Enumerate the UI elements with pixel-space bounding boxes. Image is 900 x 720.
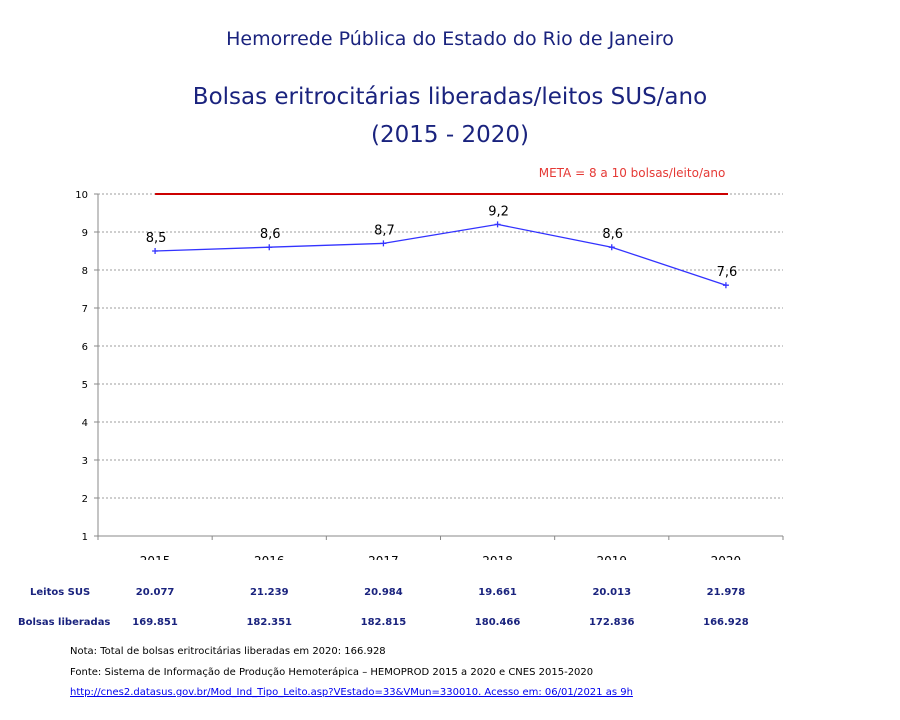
x-tick-label: 2018 [482, 554, 513, 560]
y-tick-label: 3 [82, 456, 88, 467]
x-tick-label: 2017 [368, 554, 399, 560]
table-cell: 182.351 [246, 617, 293, 628]
y-tick-label: 2 [82, 494, 88, 505]
data-label: 7,6 [717, 265, 738, 280]
data-label: 8,7 [374, 223, 395, 238]
table-cell: 20.984 [364, 587, 403, 598]
data-labels: 8,5 8,6 8,7 9,2 8,6 7,6 [146, 204, 738, 280]
table-row-label-leitos: Leitos SUS [30, 587, 91, 598]
x-tick-label: 2019 [596, 554, 627, 560]
source-text: Fonte: Sistema de Informação de Produção… [70, 667, 594, 678]
axes [94, 193, 784, 540]
table-cell: 21.239 [249, 587, 289, 598]
data-point [380, 240, 387, 247]
chart-period: (2015 - 2020) [371, 122, 529, 148]
table-cell: 180.466 [474, 617, 521, 628]
data-point [494, 221, 501, 228]
source-link[interactable]: http://cnes2.datasus.gov.br/Mod_Ind_Tipo… [70, 687, 633, 698]
table-cell: 21.978 [706, 587, 746, 598]
x-tick-label: 2020 [711, 554, 742, 560]
table-cell: 20.077 [135, 587, 175, 598]
table-cell: 19.661 [478, 587, 517, 598]
chart-title: Bolsas eritrocitárias liberadas/leitos S… [192, 84, 708, 110]
table-row-label-bolsas: Bolsas liberadas [18, 617, 111, 628]
data-point [722, 282, 729, 289]
y-tick-label: 10 [75, 190, 88, 201]
note-text: Nota: Total de bolsas eritrocitárias lib… [70, 646, 386, 657]
data-point [266, 244, 273, 251]
y-tick-label: 1 [82, 532, 88, 543]
org-title: Hemorrede Pública do Estado do Rio de Ja… [226, 28, 674, 50]
y-tick-label: 8 [82, 266, 88, 277]
data-label: 8,5 [146, 231, 167, 246]
table-cell: 182.815 [360, 617, 407, 628]
line-chart: 1 2 3 4 5 6 7 8 9 10 2015 2016 2017 2018 2019 2020 MET… [75, 166, 784, 560]
series-line [155, 223, 727, 286]
table-cell: 20.013 [592, 587, 632, 598]
y-tick-label: 7 [82, 304, 88, 315]
table-cell: 166.928 [703, 617, 749, 628]
data-point [608, 244, 615, 251]
x-tick-label: 2015 [140, 554, 171, 560]
target-line-group: META = 8 a 10 bolsas/leito/ano [155, 166, 728, 195]
x-tick-labels: 2015 2016 2017 2018 2019 2020 [140, 554, 741, 560]
data-label: 8,6 [260, 227, 281, 242]
table-cell: 169.851 [132, 617, 178, 628]
x-tick-label: 2016 [254, 554, 285, 560]
gridlines [98, 193, 783, 499]
y-tick-label: 9 [82, 228, 88, 239]
data-point [152, 248, 159, 254]
y-tick-label: 4 [82, 418, 88, 429]
data-label: 8,6 [602, 227, 623, 242]
table-cell: 172.836 [588, 617, 635, 628]
series-group [152, 221, 729, 289]
y-tick-label: 5 [82, 380, 88, 391]
y-tick-labels: 1 2 3 4 5 6 7 8 9 10 [75, 190, 88, 543]
y-tick-label: 6 [82, 342, 88, 353]
data-label: 9,2 [488, 204, 509, 219]
meta-target-label: META = 8 a 10 bolsas/leito/ano [539, 166, 726, 180]
